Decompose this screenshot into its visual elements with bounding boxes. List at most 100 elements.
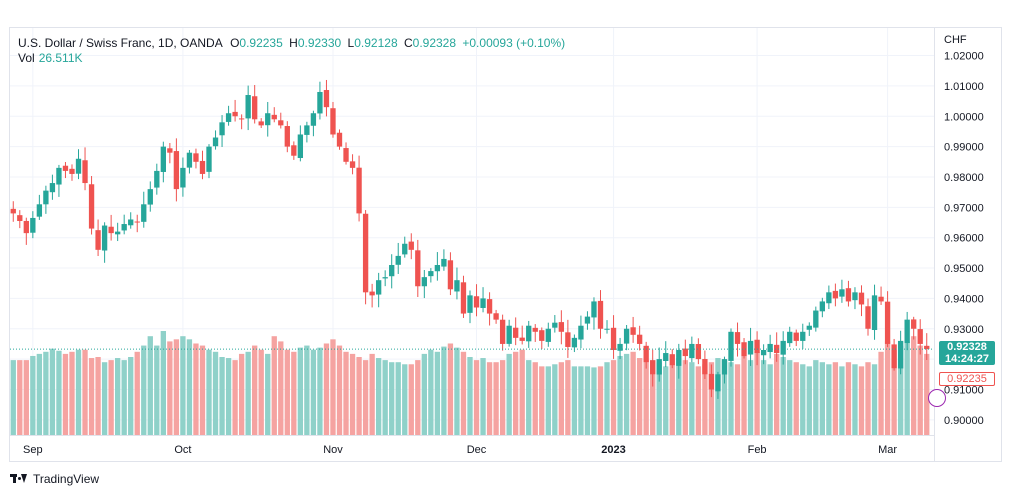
candle-body	[610, 327, 617, 351]
candle-body	[630, 327, 636, 335]
volume-bar	[519, 349, 525, 435]
candle-body	[180, 167, 186, 188]
candle-body	[702, 359, 708, 375]
volume-bar	[839, 366, 845, 435]
candle-body	[238, 118, 245, 120]
candle-body	[69, 168, 75, 174]
candle-body	[297, 134, 304, 158]
x-tick-label: Nov	[323, 444, 343, 456]
low-label: L	[347, 36, 355, 50]
candle-body	[480, 298, 486, 308]
candle-body	[62, 165, 69, 171]
volume-bar	[128, 357, 134, 435]
candle-body	[375, 280, 382, 295]
candle-body	[82, 160, 88, 184]
volume-bar	[486, 362, 493, 435]
volume-bar	[225, 358, 232, 435]
candle-body	[754, 339, 760, 354]
candle-body	[343, 148, 349, 162]
volume-bar	[382, 360, 388, 435]
volume-bar	[284, 349, 290, 435]
volume-bar	[526, 360, 532, 435]
volume-bar	[532, 362, 538, 435]
chart-frame	[9, 27, 1002, 462]
volume-bar	[695, 366, 702, 435]
candle-body	[402, 243, 408, 255]
volume-bar	[212, 351, 219, 435]
candle-body	[434, 265, 441, 272]
volume-bar	[167, 341, 173, 435]
candle-body	[232, 111, 238, 117]
candle-body	[656, 359, 662, 375]
candle-body	[636, 334, 643, 344]
candle-body	[134, 221, 140, 223]
volume-bar	[82, 349, 88, 435]
volume-bar	[571, 366, 578, 435]
candle-body	[467, 295, 473, 313]
volume-bar	[767, 364, 773, 435]
volume-bar	[108, 360, 114, 435]
candle-body	[747, 340, 754, 355]
volume-bar	[904, 341, 910, 435]
volume-legend: Vol 26.511K	[18, 51, 83, 65]
volume-bar	[10, 360, 16, 435]
volume-bar	[682, 360, 688, 435]
candle-body	[395, 255, 401, 265]
candle-body	[473, 296, 480, 308]
scroll-to-realtime-button[interactable]	[928, 389, 946, 407]
volume-bar	[565, 360, 571, 435]
volume-bar	[663, 366, 669, 435]
volume-bar	[871, 364, 878, 435]
volume-bar	[897, 345, 904, 435]
candle-body	[114, 231, 121, 235]
volume-bar	[734, 364, 741, 435]
candle-body	[49, 183, 56, 193]
candle-body	[708, 373, 715, 390]
candle-body	[323, 90, 330, 108]
volume-bar	[447, 343, 454, 435]
volume-bar	[708, 362, 715, 435]
candle-body	[206, 146, 212, 172]
candle-body	[330, 108, 336, 135]
y-tick-label: 1.00000	[944, 111, 984, 123]
candle-body	[252, 96, 258, 120]
volume-bar	[49, 348, 56, 435]
candle-body	[845, 288, 852, 302]
volume-bar	[291, 351, 297, 435]
candle-body	[793, 332, 799, 341]
volume-value: 26.511K	[38, 51, 83, 65]
candle-body	[911, 319, 917, 329]
volume-bar	[310, 349, 317, 435]
candle-body	[506, 325, 512, 344]
volume-bar	[415, 360, 421, 435]
volume-bar	[656, 362, 662, 435]
volume-bar	[206, 349, 212, 435]
volume-bar	[728, 362, 734, 435]
y-tick-label: 0.99000	[944, 142, 984, 154]
candle-body	[88, 184, 95, 229]
candle-body	[663, 353, 669, 361]
open-label: O	[230, 36, 240, 50]
candle-body	[160, 146, 166, 172]
candle-body	[291, 145, 297, 156]
candle-body	[924, 345, 930, 350]
candle-body	[258, 121, 264, 126]
volume-bar	[454, 347, 460, 435]
candle-body	[819, 301, 826, 312]
candle-body	[167, 148, 173, 153]
candle-body	[519, 337, 525, 341]
volume-bar	[865, 362, 871, 435]
candle-body	[147, 189, 153, 205]
volume-bar	[369, 353, 375, 435]
candle-body	[832, 290, 839, 299]
volume-bar	[356, 357, 362, 435]
volume-bar	[819, 362, 826, 435]
volume-bar	[741, 355, 747, 435]
volume-bar	[650, 360, 656, 435]
candle-body	[780, 340, 786, 355]
y-tick-label: 1.01000	[944, 81, 984, 93]
volume-bar	[421, 353, 427, 435]
y-tick-label: 0.94000	[944, 293, 984, 305]
candle-body	[265, 113, 271, 126]
